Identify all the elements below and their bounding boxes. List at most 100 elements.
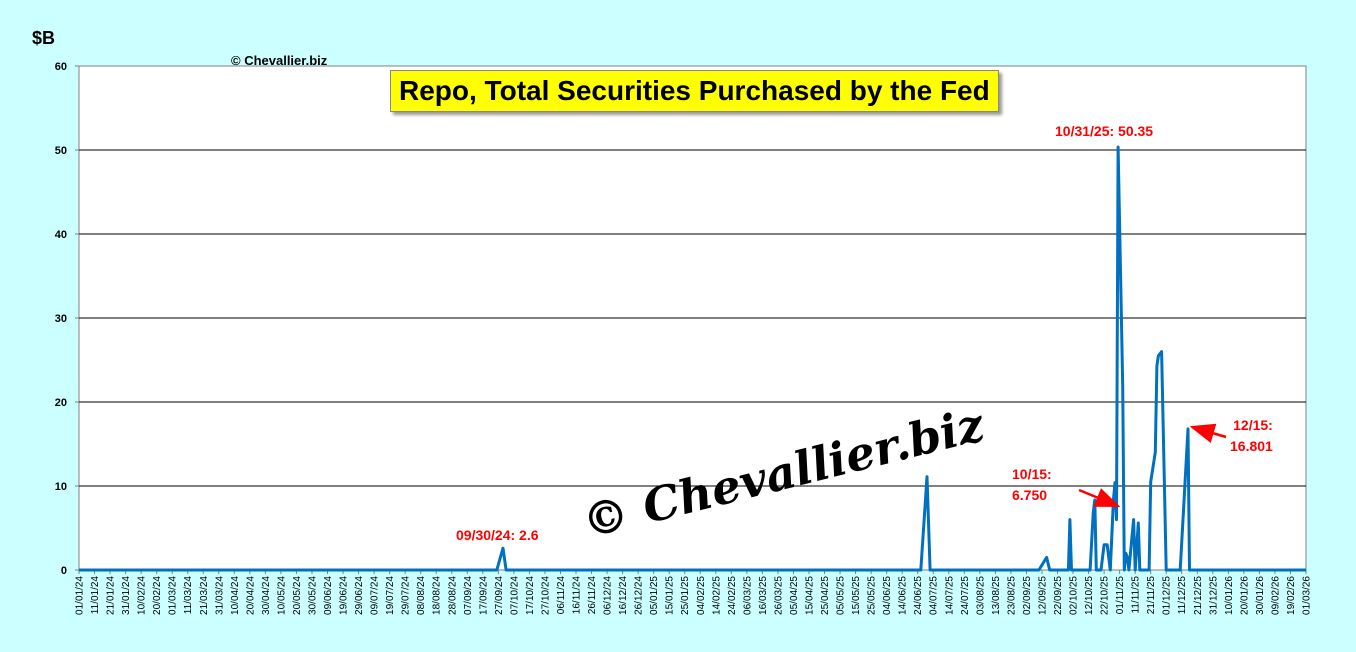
gridlines <box>79 149 1306 487</box>
chart-title: Repo, Total Securities Purchased by the … <box>390 70 999 112</box>
x-tick-label: 15/01/25 <box>665 576 676 615</box>
x-tick-label: 27/10/24 <box>540 576 551 615</box>
annotation-1215-value: 16.801 <box>1230 438 1273 454</box>
x-tick-label: 10/01/26 <box>1224 576 1235 615</box>
x-tick-label: 04/07/25 <box>929 576 940 615</box>
x-tick-label: 19/06/24 <box>339 576 350 615</box>
x-tick-label: 19/02/26 <box>1286 576 1297 615</box>
x-tick-label: 30/05/24 <box>307 576 318 615</box>
x-tick-label: 01/03/26 <box>1302 576 1313 615</box>
x-tick-label: 24/07/25 <box>960 576 971 615</box>
x-tick-label: 26/12/24 <box>634 576 645 615</box>
x-tick-label: 01/11/25 <box>1115 576 1126 615</box>
x-tick-label: 12/10/25 <box>1084 576 1095 615</box>
y-tick-label: 10 <box>55 481 67 493</box>
x-tick-label: 20/02/24 <box>152 576 163 615</box>
x-tick-label: 21/03/24 <box>199 576 210 615</box>
x-axis-ticks: 01/01/24 11/01/24 21/01/24 31/01/24 10/02/24… <box>75 570 1313 615</box>
x-tick-label: 23/08/25 <box>1006 576 1017 615</box>
x-tick-label: 21/01/24 <box>106 576 117 615</box>
x-tick-label: 16/12/24 <box>618 576 629 615</box>
x-tick-label: 25/01/25 <box>680 576 691 615</box>
x-tick-label: 05/01/25 <box>649 576 660 615</box>
x-tick-label: 30/04/24 <box>261 576 272 615</box>
x-tick-label: 20/05/24 <box>292 576 303 615</box>
x-tick-label: 25/04/25 <box>820 576 831 615</box>
arrow-1215 <box>1189 423 1227 443</box>
x-tick-label: 04/06/25 <box>882 576 893 615</box>
y-tick-label: 40 <box>55 229 67 241</box>
annotation-0930: 09/30/24: 2.6 <box>456 527 539 543</box>
y-axis-unit: $B <box>32 28 56 48</box>
y-tick-label: 60 <box>55 61 67 73</box>
x-tick-label: 24/06/25 <box>913 576 924 615</box>
x-tick-label: 12/09/25 <box>1037 576 1048 615</box>
x-tick-label: 30/01/26 <box>1255 576 1266 615</box>
x-tick-label: 13/08/25 <box>991 576 1002 615</box>
x-tick-label: 07/09/24 <box>463 576 474 615</box>
x-tick-label: 19/07/24 <box>385 576 396 615</box>
x-tick-label: 15/05/25 <box>851 576 862 615</box>
x-tick-label: 29/07/24 <box>401 576 412 615</box>
arrow-1015 <box>1078 488 1121 508</box>
x-tick-label: 09/07/24 <box>370 576 381 615</box>
x-tick-label: 17/09/24 <box>478 576 489 615</box>
x-tick-label: 10/05/24 <box>276 576 287 615</box>
x-tick-label: 24/02/25 <box>727 576 738 615</box>
copyright-label: © Chevallier.biz <box>231 53 328 68</box>
x-tick-label: 01/12/25 <box>1162 576 1173 615</box>
x-tick-label: 31/12/25 <box>1208 576 1219 615</box>
x-tick-label: 26/03/25 <box>773 576 784 615</box>
x-tick-label: 21/12/25 <box>1193 576 1204 615</box>
x-tick-label: 28/08/24 <box>447 576 458 615</box>
x-tick-label: 04/02/25 <box>696 576 707 615</box>
annotation-1015-date: 10/15: <box>1012 466 1052 482</box>
x-tick-label: 27/09/24 <box>494 576 505 615</box>
x-tick-label: 09/02/26 <box>1270 576 1281 615</box>
x-tick-label: 05/04/25 <box>789 576 800 615</box>
annotation-1015: 10/15: 6.750 <box>1012 464 1052 506</box>
annotation-1215-date: 12/15: <box>1233 417 1273 433</box>
x-tick-label: 17/10/24 <box>525 576 536 615</box>
x-tick-label: 18/08/24 <box>432 576 443 615</box>
x-tick-label: 03/08/25 <box>975 576 986 615</box>
x-tick-label: 09/06/24 <box>323 576 334 615</box>
x-tick-label: 29/06/24 <box>354 576 365 615</box>
x-tick-label: 10/04/24 <box>230 576 241 615</box>
x-tick-label: 02/10/25 <box>1069 576 1080 615</box>
x-tick-label: 22/09/25 <box>1053 576 1064 615</box>
x-tick-label: 11/12/25 <box>1177 576 1188 615</box>
x-tick-label: 01/01/24 <box>75 576 86 615</box>
x-tick-label: 06/11/24 <box>556 576 567 615</box>
x-tick-label: 26/11/24 <box>587 576 598 615</box>
annotation-1015-value: 6.750 <box>1012 487 1048 503</box>
x-tick-label: 21/11/25 <box>1146 576 1157 615</box>
x-tick-label: 14/06/25 <box>898 576 909 615</box>
x-tick-label: 08/08/24 <box>416 576 427 615</box>
x-tick-label: 25/05/25 <box>867 576 878 615</box>
y-tick-label: 30 <box>55 313 67 325</box>
x-tick-label: 22/10/25 <box>1100 576 1111 615</box>
x-tick-label: 05/05/25 <box>836 576 847 615</box>
x-tick-label: 07/10/24 <box>509 576 520 615</box>
x-tick-label: 16/11/24 <box>572 576 583 615</box>
annotation-1215: 12/15: 16.801 <box>1230 415 1273 457</box>
x-tick-label: 20/01/26 <box>1239 576 1250 615</box>
series-line <box>79 145 1306 572</box>
y-tick-label: 50 <box>55 145 67 157</box>
x-tick-label: 10/02/24 <box>137 576 148 615</box>
y-tick-label: 0 <box>61 565 67 577</box>
y-axis-ticks: 0 10 20 30 40 50 60 <box>55 61 79 577</box>
x-tick-label: 06/12/24 <box>603 576 614 615</box>
x-tick-label: 16/03/25 <box>758 576 769 615</box>
x-tick-label: 14/07/25 <box>944 576 955 615</box>
x-tick-label: 31/03/24 <box>214 576 225 615</box>
x-tick-label: 14/02/25 <box>711 576 722 615</box>
x-tick-label: 02/09/25 <box>1022 576 1033 615</box>
x-tick-label: 11/03/24 <box>183 576 194 615</box>
x-tick-label: 01/03/24 <box>168 576 179 615</box>
annotation-1031: 10/31/25: 50.35 <box>1055 123 1154 139</box>
x-tick-label: 06/03/25 <box>742 576 753 615</box>
x-tick-label: 15/04/25 <box>804 576 815 615</box>
